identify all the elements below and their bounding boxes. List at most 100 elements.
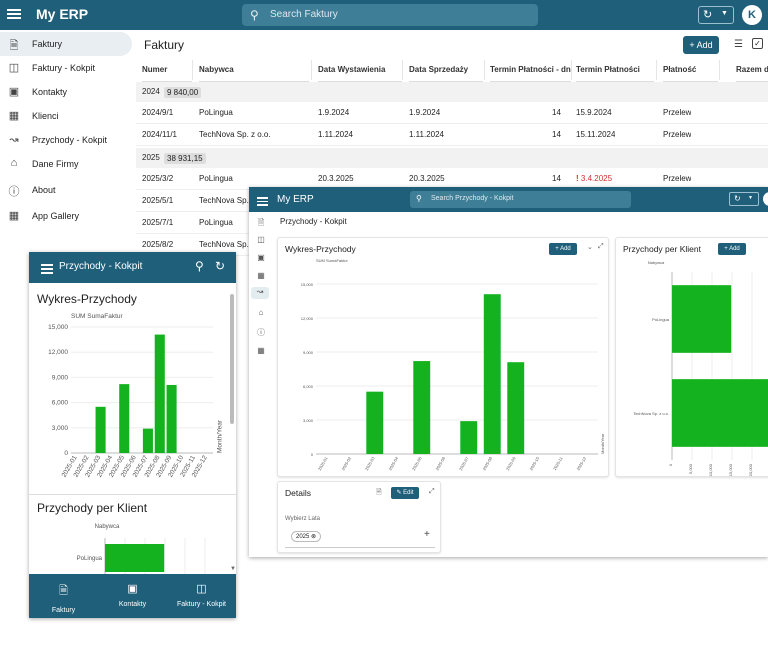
card-details: Details 🗎 ✎ Edit ⤢ Wybierz Lata 2025 ⊗ +: [277, 481, 441, 553]
building-icon[interactable]: ▦: [257, 271, 265, 280]
bottom-tab-kontakty[interactable]: ▣ Kontakty: [98, 574, 167, 618]
bottom-tab-faktury[interactable]: 🗎 Faktury: [29, 574, 98, 618]
chevron-down-icon[interactable]: ⌄: [587, 244, 593, 251]
sidebar-item-label: Przychody - Kokpit: [32, 135, 108, 145]
cell-termin-dni: 14: [552, 108, 561, 117]
grid-icon[interactable]: ▦: [257, 346, 265, 355]
y-tick-label: PoLingua: [77, 556, 103, 562]
sidebar-item-faktury[interactable]: 🗎 Faktury: [0, 32, 132, 56]
desktop-search-input[interactable]: ⚲ Search Przychody - Kokpit: [410, 191, 631, 208]
group-row-2025[interactable]: 2025 38 931,15: [136, 148, 768, 168]
sync-button[interactable]: ↻ ▼: [698, 6, 734, 24]
chart-bar: [460, 421, 478, 454]
sidebar-item-app-gallery[interactable]: ▦ App Gallery: [0, 204, 132, 228]
expand-icon[interactable]: ⤢: [429, 488, 435, 495]
mobile-revenue-chart: SUM SumaFaktur 0 3,000 6,000 9,000 12,000 15,0…: [48, 313, 224, 479]
sidebar: 🗎 Faktury ◫ Faktury - Kokpit ▣ Kontakty …: [0, 30, 136, 230]
chart-bar: [483, 294, 501, 454]
x-tick-label: 0: [668, 463, 673, 466]
search-input[interactable]: ⚲ Search Faktury: [242, 4, 538, 26]
search-icon[interactable]: ⚲: [195, 259, 204, 273]
sync-icon: ↻: [703, 9, 713, 21]
x-axis-label: Month/Year: [217, 419, 224, 453]
contact-icon[interactable]: ▣: [257, 253, 265, 262]
y-tick-label: 12,000: [48, 349, 68, 356]
column-header-data-sprzedazy[interactable]: Data Sprzedaży: [409, 58, 483, 82]
divider: [29, 494, 236, 495]
copy-icon[interactable]: 🗎: [376, 489, 382, 496]
column-header-data-wystawienia[interactable]: Data Wystawienia: [318, 58, 402, 82]
building-icon: ▦: [8, 110, 20, 122]
sidebar-item-klienci[interactable]: ▦ Klienci: [0, 104, 132, 128]
select-checkbox-icon[interactable]: ✓: [752, 38, 763, 49]
cell-data-sprzedazy: 20.3.2025: [409, 174, 445, 183]
table-row[interactable]: 2024/9/1 PoLingua 1.9.2024 1.9.2024 14 1…: [136, 102, 768, 124]
x-tick-label: 2025-10: [528, 455, 540, 471]
trend-icon: ↝: [9, 134, 19, 146]
chevron-down-icon: ▼: [748, 195, 753, 201]
hamburger-menu-icon[interactable]: [7, 7, 21, 21]
sidebar-item-przychody-kokpit[interactable]: ↝ Przychody - Kokpit: [0, 128, 132, 152]
book-icon[interactable]: ◫: [257, 235, 265, 244]
y-tick-label: 9,000: [303, 350, 314, 355]
trend-icon[interactable]: ↝: [251, 287, 269, 299]
desktop-avatar[interactable]: [763, 192, 768, 206]
chevron-down-icon[interactable]: ▼: [721, 10, 728, 17]
cell-termin: 15.11.2024: [576, 130, 616, 139]
desktop-sync-button[interactable]: ↻ ▼: [729, 192, 759, 206]
column-header-termin-dni[interactable]: Termin Płatności - dn...: [490, 58, 571, 82]
add-button-label: Add: [696, 40, 713, 50]
bottom-tab-faktury-kokpit[interactable]: ◫ Faktury - Kokpit: [167, 574, 236, 618]
column-header-nabywca[interactable]: Nabywca: [199, 58, 309, 82]
info-icon: ⓘ: [8, 186, 20, 198]
add-button[interactable]: + Add: [718, 243, 746, 255]
y-axis-label: Nabywca: [648, 260, 665, 265]
cell-termin-dni: 14: [552, 130, 561, 139]
column-header-termin-platnosci[interactable]: Termin Płatności: [576, 58, 654, 82]
cell-nabywca: PoLingua: [199, 108, 233, 117]
remove-chip-icon[interactable]: ⊗: [311, 534, 317, 540]
add-icon[interactable]: +: [424, 529, 430, 540]
sync-icon[interactable]: ↻: [215, 259, 226, 273]
cell-termin: 15.9.2024: [576, 108, 612, 117]
cell-numer: 2025/7/1: [142, 218, 174, 227]
edit-button[interactable]: ✎ Edit: [391, 487, 419, 499]
hamburger-menu-icon[interactable]: [41, 262, 53, 276]
y-tick-label: 6,000: [52, 400, 69, 407]
scrollbar[interactable]: [230, 294, 234, 424]
home-icon[interactable]: ⌂: [258, 308, 264, 317]
expand-icon[interactable]: ⤢: [598, 243, 604, 250]
cell-numer: 2025/3/2: [142, 174, 174, 183]
y-tick-label: PoLingua: [652, 317, 670, 322]
cell-numer: 2025/8/2: [142, 240, 174, 249]
y-tick-label: TechNova Sp. z o.o.: [633, 411, 669, 416]
column-header-platnosc[interactable]: Płatność: [663, 58, 718, 82]
column-header-razem[interactable]: Razem do: [736, 58, 768, 82]
filter-chip[interactable]: 2025 ⊗: [291, 531, 322, 542]
sidebar-item-about[interactable]: ⓘ About: [0, 178, 132, 202]
document-icon: 🗎: [59, 585, 68, 597]
avatar[interactable]: K: [742, 5, 762, 25]
cell-platnosc: Przelew: [663, 174, 692, 183]
add-button[interactable]: + Add: [683, 36, 719, 54]
document-icon[interactable]: 🗎: [257, 218, 265, 227]
filter-icon[interactable]: ☰: [734, 39, 743, 50]
table-row[interactable]: 2024/11/1 TechNova Sp. z o.o. 1.11.2024 …: [136, 124, 768, 146]
sidebar-item-label: App Gallery: [32, 211, 80, 221]
group-year: 2024: [142, 87, 160, 96]
info-icon[interactable]: ⓘ: [257, 328, 265, 337]
cell-data-wystawienia: 1.11.2024: [318, 130, 353, 139]
scroll-down-icon[interactable]: ▼: [230, 566, 236, 572]
year-filter-input[interactable]: 2025 ⊗ +: [285, 526, 435, 548]
group-row-2024[interactable]: 2024 9 840,00: [136, 82, 768, 102]
desktop-page-title: Przychody - Kokpit: [280, 217, 347, 226]
add-button[interactable]: + Add: [549, 243, 577, 255]
y-tick-label: 12,000: [301, 316, 314, 321]
sidebar-item-kontakty[interactable]: ▣ Kontakty: [0, 80, 132, 104]
hamburger-menu-icon[interactable]: [257, 195, 268, 208]
sidebar-item-dane-firmy[interactable]: ⌂ Dane Firmy: [0, 152, 132, 176]
desktop-top-bar: My ERP ⚲ Search Przychody - Kokpit ↻ ▼: [249, 187, 768, 212]
add-button-label: Add: [560, 246, 571, 252]
column-header-numer[interactable]: Numer: [142, 58, 192, 82]
sidebar-item-faktury-kokpit[interactable]: ◫ Faktury - Kokpit: [0, 56, 132, 80]
